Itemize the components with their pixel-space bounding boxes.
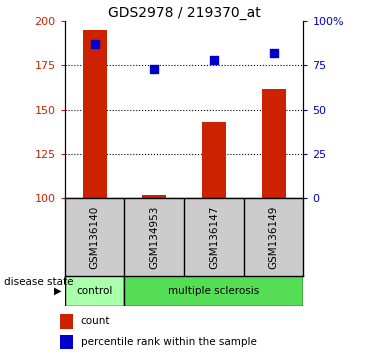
Point xyxy=(211,57,217,63)
Bar xyxy=(60,314,73,329)
Text: GSM136147: GSM136147 xyxy=(209,205,219,269)
Bar xyxy=(83,30,107,198)
Bar xyxy=(60,335,73,349)
Text: percentile rank within the sample: percentile rank within the sample xyxy=(81,337,257,347)
Text: multiple sclerosis: multiple sclerosis xyxy=(168,286,259,296)
Text: disease state: disease state xyxy=(4,277,73,287)
Text: GSM136140: GSM136140 xyxy=(90,206,100,269)
Bar xyxy=(65,276,124,306)
Bar xyxy=(142,195,166,198)
Text: GSM136149: GSM136149 xyxy=(269,205,279,269)
Text: ▶: ▶ xyxy=(54,286,61,296)
Text: GSM134953: GSM134953 xyxy=(149,205,159,269)
Point xyxy=(151,66,157,72)
Bar xyxy=(262,88,286,198)
Title: GDS2978 / 219370_at: GDS2978 / 219370_at xyxy=(108,6,260,20)
Bar xyxy=(124,276,303,306)
Point xyxy=(270,50,276,56)
Text: count: count xyxy=(81,316,110,326)
Text: control: control xyxy=(76,286,113,296)
Point xyxy=(92,41,98,47)
Bar xyxy=(202,122,226,198)
